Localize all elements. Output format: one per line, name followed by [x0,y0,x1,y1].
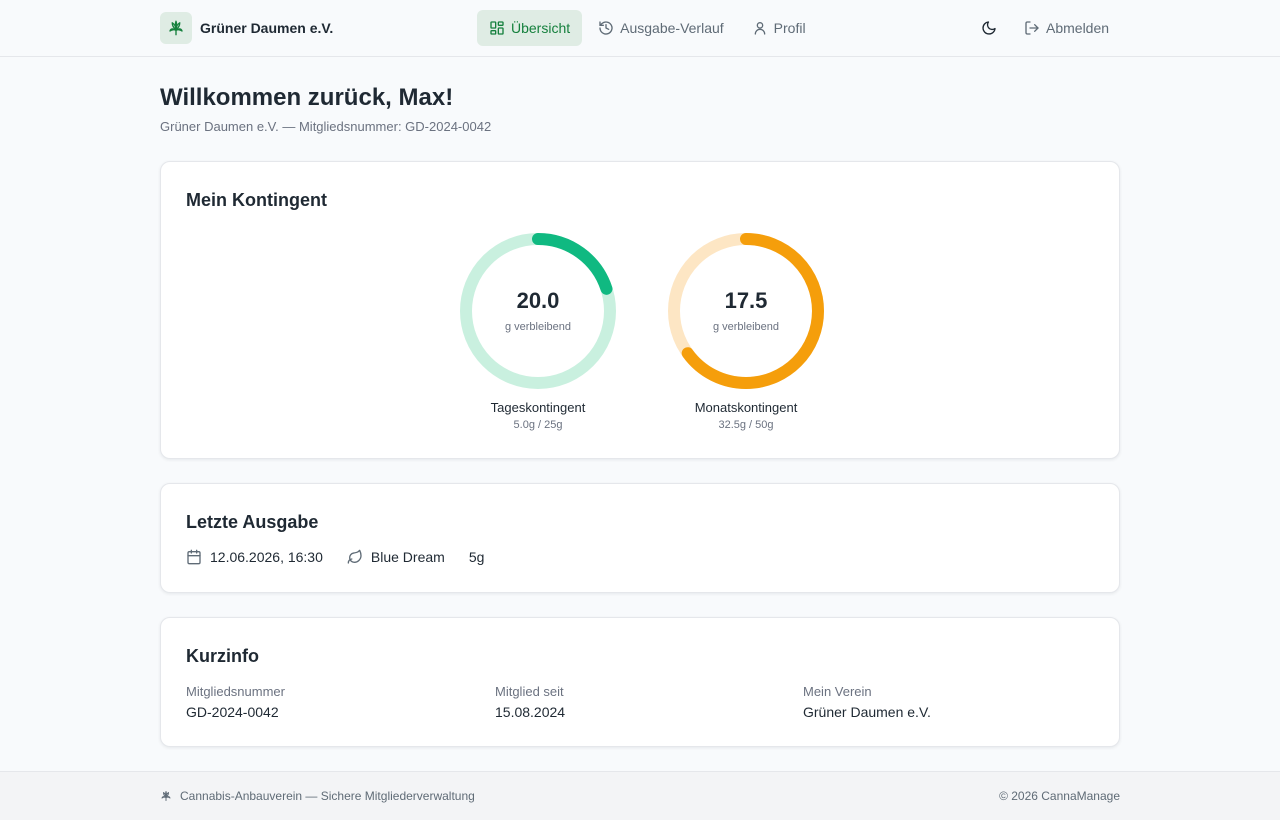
dispense-strain-text: Blue Dream [370,549,445,565]
info-club: Mein Verein Grüner Daumen e.V. [803,684,931,720]
ring-value: 20.0 [516,288,560,313]
info-member-since: Mitglied seit 15.08.2024 [495,684,565,720]
brand-name: Grüner Daumen e.V. [200,20,334,36]
nav-item-uebersicht[interactable]: Übersicht [477,10,583,46]
cannabis-leaf-icon [160,12,192,44]
card-title: Letzte Ausgabe [186,512,319,532]
history-icon [599,21,613,35]
card-title: Mein Kontingent [186,190,327,210]
logout-button[interactable]: Abmelden [1014,10,1119,46]
info-label: Mein Verein [803,684,872,699]
ring-progress [668,233,824,389]
nav-item-label: Ausgabe-Verlauf [620,20,724,36]
ring-unit: g verbleibend [712,321,780,333]
calendar-icon [187,549,201,565]
ring-label: Tageskontingent [490,400,586,415]
footer-left: Cannabis-Anbauverein — Sichere Mitgliede… [160,789,475,803]
moon-icon [982,21,996,35]
daily-quota-ring: 20.0 g verbleibend [458,231,618,391]
brand[interactable]: Grüner Daumen e.V. [160,12,333,44]
logout-icon [1025,21,1039,35]
info-label: Mitgliedsnummer [186,684,285,699]
info-value: GD-2024-0042 [186,704,279,720]
card-title: Kurzinfo [186,646,259,666]
nav-item-label: Profil [773,20,806,36]
page-subtitle: Grüner Daumen e.V. — Mitgliedsnummer: GD… [160,119,492,134]
main-nav: Übersicht Ausgabe-Verlauf Profil [477,10,822,46]
cannabis-leaf-icon [161,791,171,801]
ring-value: 17.5 [724,288,768,313]
dispense-datetime-text: 12.06.2026, 16:30 [210,549,323,565]
kontingent-card: Mein Kontingent 20.0 g verbleibend Tages… [160,161,1120,459]
footer-copyright: © 2026 CannaManage [999,789,1120,803]
info-member-number: Mitgliedsnummer GD-2024-0042 [186,684,285,720]
last-dispense-card: Letzte Ausgabe 12.06.2026, 16:30 Blue Dr… [160,483,1120,593]
top-header: Grüner Daumen e.V. Übersicht Ausgabe-Ver… [0,0,1280,57]
logout-label: Abmelden [1046,20,1110,36]
quick-info-card: Kurzinfo Mitgliedsnummer GD-2024-0042 Mi… [160,617,1120,747]
nav-item-profil[interactable]: Profil [740,10,818,46]
grid-icon [490,21,504,35]
monthly-quota-ring: 17.5 g verbleibend [666,231,826,391]
ring-label: Monatskontingent [694,400,798,415]
ring-detail: 32.5g / 50g [718,419,774,431]
ring-detail: 5.0g / 25g [513,419,563,431]
last-dispense-details: 12.06.2026, 16:30 Blue Dream 5g [186,549,508,565]
dispense-datetime: 12.06.2026, 16:30 [186,549,323,565]
info-value: Grüner Daumen e.V. [803,704,931,720]
leaf-icon [347,549,362,564]
nav-item-label: Übersicht [511,20,571,36]
footer-tagline: Cannabis-Anbauverein — Sichere Mitgliede… [180,789,475,803]
dispense-amount-text: 5g [468,549,485,565]
dispense-amount: 5g [469,549,485,565]
nav-item-ausgabe-verlauf[interactable]: Ausgabe-Verlauf [586,10,736,46]
page-title: Willkommen zurück, Max! [160,84,454,111]
info-value: 15.08.2024 [495,704,566,720]
ring-unit: g verbleibend [504,321,572,333]
info-label: Mitglied seit [495,684,564,699]
theme-toggle-button[interactable] [974,13,1004,43]
ring-progress [460,233,616,389]
user-icon [754,22,766,35]
dispense-strain: Blue Dream [347,549,445,565]
footer: Cannabis-Anbauverein — Sichere Mitgliede… [0,771,1280,820]
